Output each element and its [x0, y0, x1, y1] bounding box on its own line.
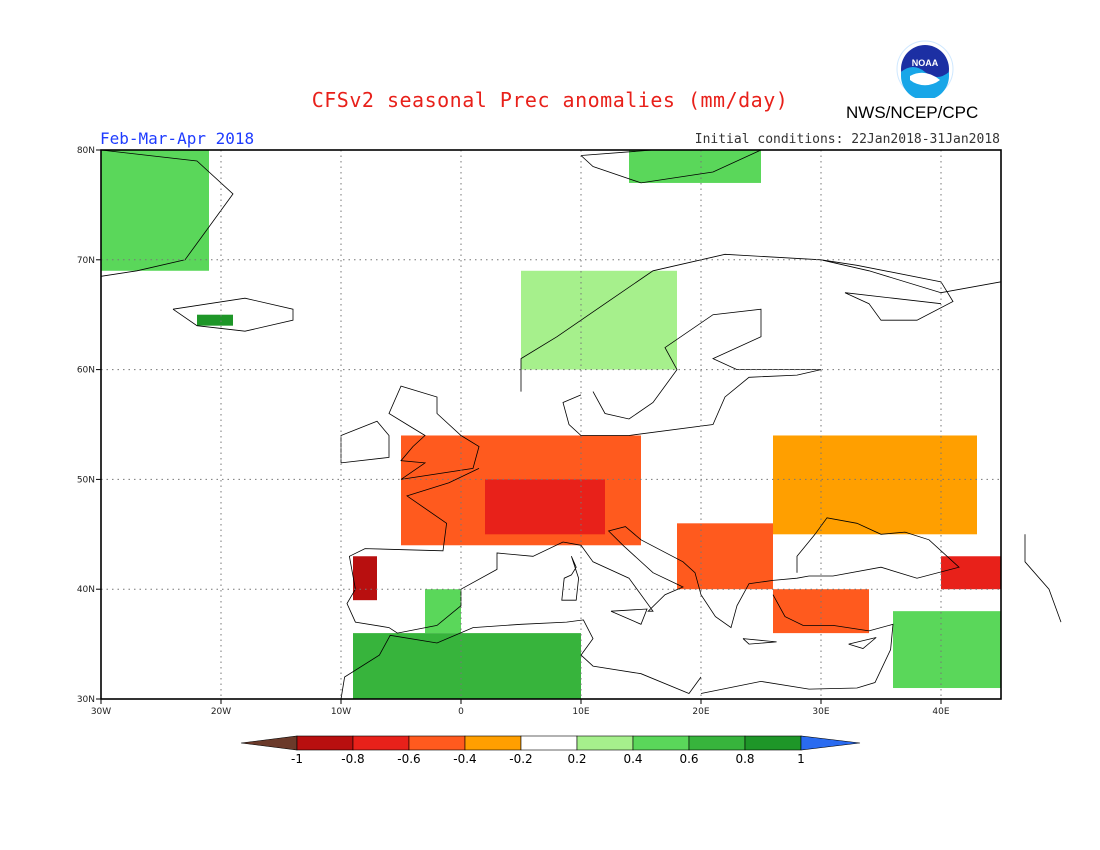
lat-tick-label: 80N — [77, 146, 95, 156]
colorbar-swatch — [632, 735, 690, 751]
lon-tick-label: 10W — [331, 707, 351, 717]
lat-tick-label: 70N — [77, 256, 95, 266]
colorbar-label: 0.4 — [623, 752, 642, 766]
colorbar-label: -0.6 — [397, 752, 420, 766]
agency-label: NWS/NCEP/CPC — [846, 103, 979, 122]
coastline — [346, 468, 810, 634]
coastline — [562, 308, 822, 436]
map-title: CFSv2 seasonal Prec anomalies (mm/day) — [311, 88, 789, 112]
anomaly-region — [941, 556, 1001, 590]
coastline — [820, 259, 954, 321]
lat-tick-label: 30N — [77, 695, 95, 705]
colorbar-label: 1 — [797, 752, 805, 766]
colorbar-arrow-left — [240, 735, 298, 751]
anomaly-region — [425, 589, 461, 634]
lat-tick-label: 50N — [77, 475, 95, 485]
anomaly-region — [893, 611, 1001, 689]
coastline — [340, 420, 390, 464]
colorbar-label: -0.4 — [453, 752, 476, 766]
anomaly-cells — [101, 150, 1001, 699]
lon-tick-label: 30E — [812, 707, 829, 717]
coastline — [610, 608, 648, 625]
coastline — [796, 517, 960, 579]
colorbar-swatch — [464, 735, 522, 751]
lat-tick-label: 60N — [77, 366, 95, 376]
coastline — [100, 149, 234, 277]
colorbar-swatch — [576, 735, 634, 751]
anomaly-region — [353, 633, 581, 699]
colorbar-swatch — [688, 735, 746, 751]
colorbar-label: -1 — [291, 752, 303, 766]
colorbar-label: -0.8 — [341, 752, 364, 766]
anomaly-region — [197, 314, 233, 326]
coastline — [172, 297, 294, 332]
colorbar-swatch — [520, 735, 578, 751]
lon-tick-label: 10E — [572, 707, 589, 717]
coastline — [388, 385, 480, 480]
coastlines — [100, 149, 1062, 700]
lon-tick-label: 30W — [91, 707, 111, 717]
coastline — [340, 619, 702, 700]
lon-tick-label: 40E — [932, 707, 949, 717]
lon-tick-label: 0 — [458, 707, 464, 717]
anomaly-region — [677, 523, 773, 590]
colorbar-arrow-right — [800, 735, 861, 751]
coastline — [1024, 534, 1062, 623]
colorbar-swatch — [296, 735, 354, 751]
season-label: Feb-Mar-Apr 2018 — [100, 129, 255, 148]
colorbar-label: 0.8 — [735, 752, 754, 766]
axis-ticks: 30W 20W 10W 0 10E 20E 30E 40E 80N 70N 60N 50N 40N 30N — [77, 146, 950, 717]
anomaly-region — [353, 556, 377, 601]
noaa-logo-icon: NOAA — [896, 40, 954, 98]
colorbar-swatch — [408, 735, 466, 751]
colorbar-label: 0.2 — [567, 752, 586, 766]
colorbar: -1 -0.8 -0.6 -0.4 -0.2 0.2 0.4 0.6 0.8 1 — [240, 735, 861, 766]
noaa-logo-text: NOAA — [912, 58, 939, 68]
coastline — [848, 637, 877, 649]
coastline — [700, 594, 894, 694]
lat-tick-label: 40N — [77, 585, 95, 595]
lon-tick-label: 20E — [692, 707, 709, 717]
coastline — [561, 556, 580, 601]
colorbar-swatch — [744, 735, 802, 751]
anomaly-region — [521, 270, 677, 370]
coastline — [520, 253, 1002, 392]
anomaly-region — [101, 150, 209, 271]
coastline — [742, 638, 777, 645]
colorbar-label: -0.2 — [509, 752, 532, 766]
map-frame — [100, 149, 1002, 700]
anomaly-region — [629, 150, 761, 183]
colorbar-label: 0.6 — [679, 752, 698, 766]
anomaly-region — [485, 479, 605, 535]
lon-tick-label: 20W — [211, 707, 231, 717]
initial-conditions: Initial conditions: 22Jan2018-31Jan2018 — [694, 132, 1000, 147]
anomaly-region — [773, 435, 977, 535]
colorbar-swatch — [352, 735, 410, 751]
